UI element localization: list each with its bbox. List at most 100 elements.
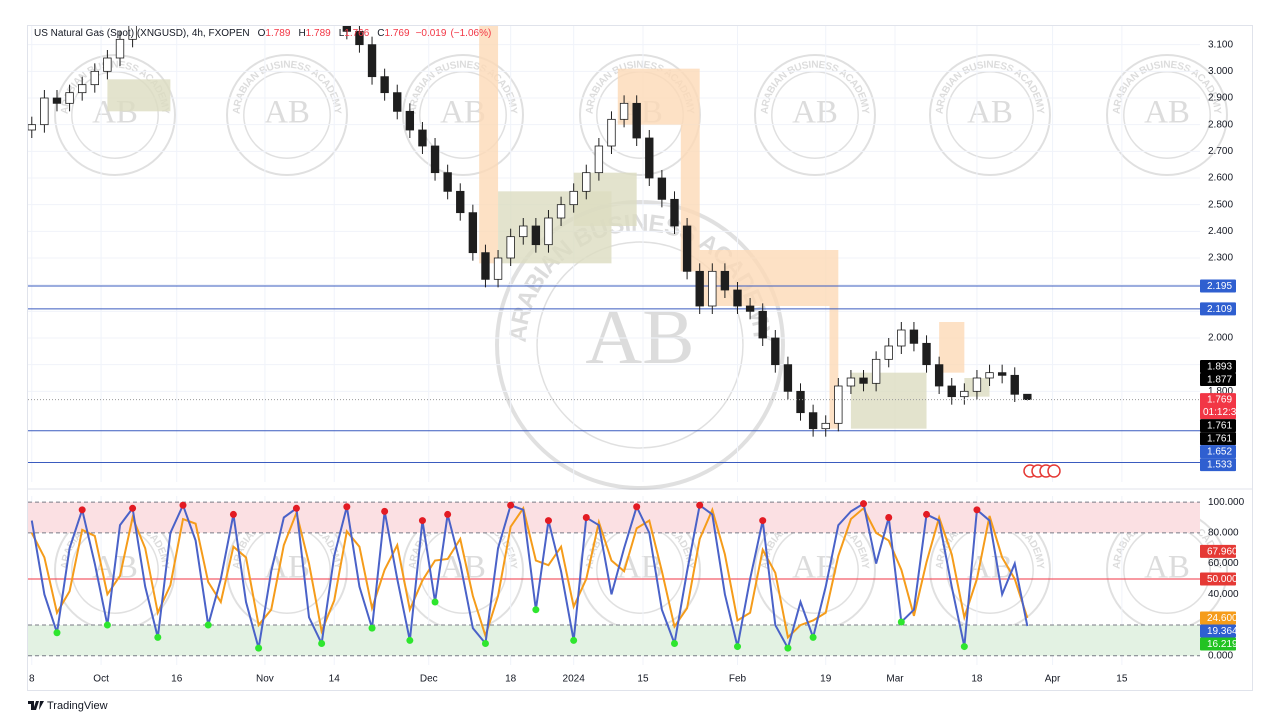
trough-marker [368, 624, 376, 632]
candle-body [632, 102, 641, 139]
candle-body [972, 377, 982, 392]
zone [107, 79, 171, 112]
price-label-box [1200, 445, 1236, 459]
watermark-ring [929, 54, 1051, 176]
price-label-box [1200, 572, 1236, 586]
peak-marker [292, 504, 300, 512]
candle-body [783, 364, 793, 392]
candle-body [884, 345, 893, 360]
candle-body [367, 44, 377, 78]
candle-body [846, 377, 856, 387]
y-tick-label: 60.000 [1208, 558, 1239, 569]
price-label-box [1200, 611, 1236, 625]
watermark-ring [402, 54, 524, 176]
candle-body [1023, 393, 1032, 400]
candle-body [556, 204, 566, 219]
watermark-ring [579, 54, 701, 176]
x-tick-label: Dec [420, 674, 438, 685]
price-label: 1.769 [1207, 395, 1232, 406]
x-tick-label: Mar [886, 674, 904, 685]
price-label-box [1200, 458, 1236, 472]
candle-body [90, 70, 99, 86]
trough-marker [255, 644, 263, 652]
candle-body [607, 118, 616, 147]
y-tick-label: 2.700 [1208, 146, 1233, 157]
watermark-ring [54, 54, 176, 176]
band [28, 625, 1200, 656]
ohlc-letter: C [377, 28, 384, 39]
y-tick-label: 2.400 [1208, 226, 1233, 237]
candle-body [871, 358, 881, 384]
x-tick-label: 15 [1116, 674, 1128, 685]
watermark-initials: AB [1144, 95, 1190, 131]
zone [699, 250, 839, 306]
peak-marker [923, 510, 931, 518]
x-tick-label: 18 [971, 674, 983, 685]
price-label-box [1200, 373, 1236, 387]
y-tick-label: 40.000 [1208, 589, 1239, 600]
trough-marker [532, 606, 540, 614]
watermark-ring [536, 241, 744, 449]
candle-body [519, 225, 528, 238]
peak-marker [78, 506, 86, 514]
x-tick-label: Apr [1045, 674, 1061, 685]
x-tick-label: 18 [505, 674, 517, 685]
y-tick-label: 3.000 [1208, 66, 1233, 77]
candle-body [594, 145, 604, 174]
ohlc-value: 1.766 [344, 28, 369, 39]
peak-marker [759, 517, 767, 525]
y-tick-label: 3.100 [1208, 39, 1233, 50]
peak-marker [129, 504, 137, 512]
price-label: 1.652 [1207, 447, 1232, 458]
price-label: 19.364 [1207, 626, 1238, 637]
countdown-label: 01:12:36 [1203, 407, 1242, 418]
trough-marker [53, 629, 61, 637]
ohlc-letter: L [339, 28, 345, 39]
price-label-box [1200, 393, 1236, 420]
candle-body [128, 26, 137, 40]
watermark-initials: AB [264, 95, 310, 131]
zone [939, 322, 965, 373]
candle-body [808, 412, 818, 430]
oscillator-line [30, 505, 1029, 640]
y-tick-label: 2.800 [1208, 119, 1233, 130]
candle-body [405, 110, 415, 131]
candle-body [695, 270, 704, 307]
y-tick-label: 2.900 [1208, 93, 1233, 104]
x-tick-label: Nov [256, 674, 274, 685]
footer-brand: TradingView [47, 700, 108, 712]
candle-body [28, 124, 36, 131]
trough-marker [103, 621, 111, 629]
ohlc-letter: H [298, 28, 305, 39]
candle-body [380, 76, 389, 94]
candle-body [934, 364, 944, 387]
price-label: 1.761 [1207, 434, 1232, 445]
trough-marker [406, 636, 414, 644]
candle-body [720, 270, 730, 291]
x-tick-label: Feb [729, 674, 747, 685]
watermark-ring [226, 54, 348, 176]
candle-body [1010, 374, 1019, 395]
ohlc-value: 1.789 [306, 28, 331, 39]
candle-body [103, 57, 112, 72]
zone [617, 68, 700, 125]
peak-marker [507, 501, 515, 509]
candle-body [456, 190, 465, 214]
peak-marker [343, 503, 351, 511]
trough-marker [154, 633, 162, 641]
peak-marker [696, 501, 704, 509]
candle-body [758, 310, 767, 339]
price-label-box [1200, 624, 1236, 638]
symbol-title: US Natural Gas (Spot) (XNGUSD), 4h, FXOP… [34, 28, 250, 39]
ohlc-value: 1.769 [385, 28, 410, 39]
candle-body [569, 190, 578, 206]
candle-body [40, 97, 49, 126]
candle-body [708, 270, 717, 307]
watermark-initials: AB [967, 95, 1013, 131]
candle-body [531, 225, 541, 246]
candle-body [342, 26, 352, 32]
y-tick-label: 2.500 [1208, 199, 1233, 210]
watermark-ring [754, 54, 876, 176]
price-label-box [1200, 432, 1236, 446]
peak-marker [544, 517, 552, 525]
